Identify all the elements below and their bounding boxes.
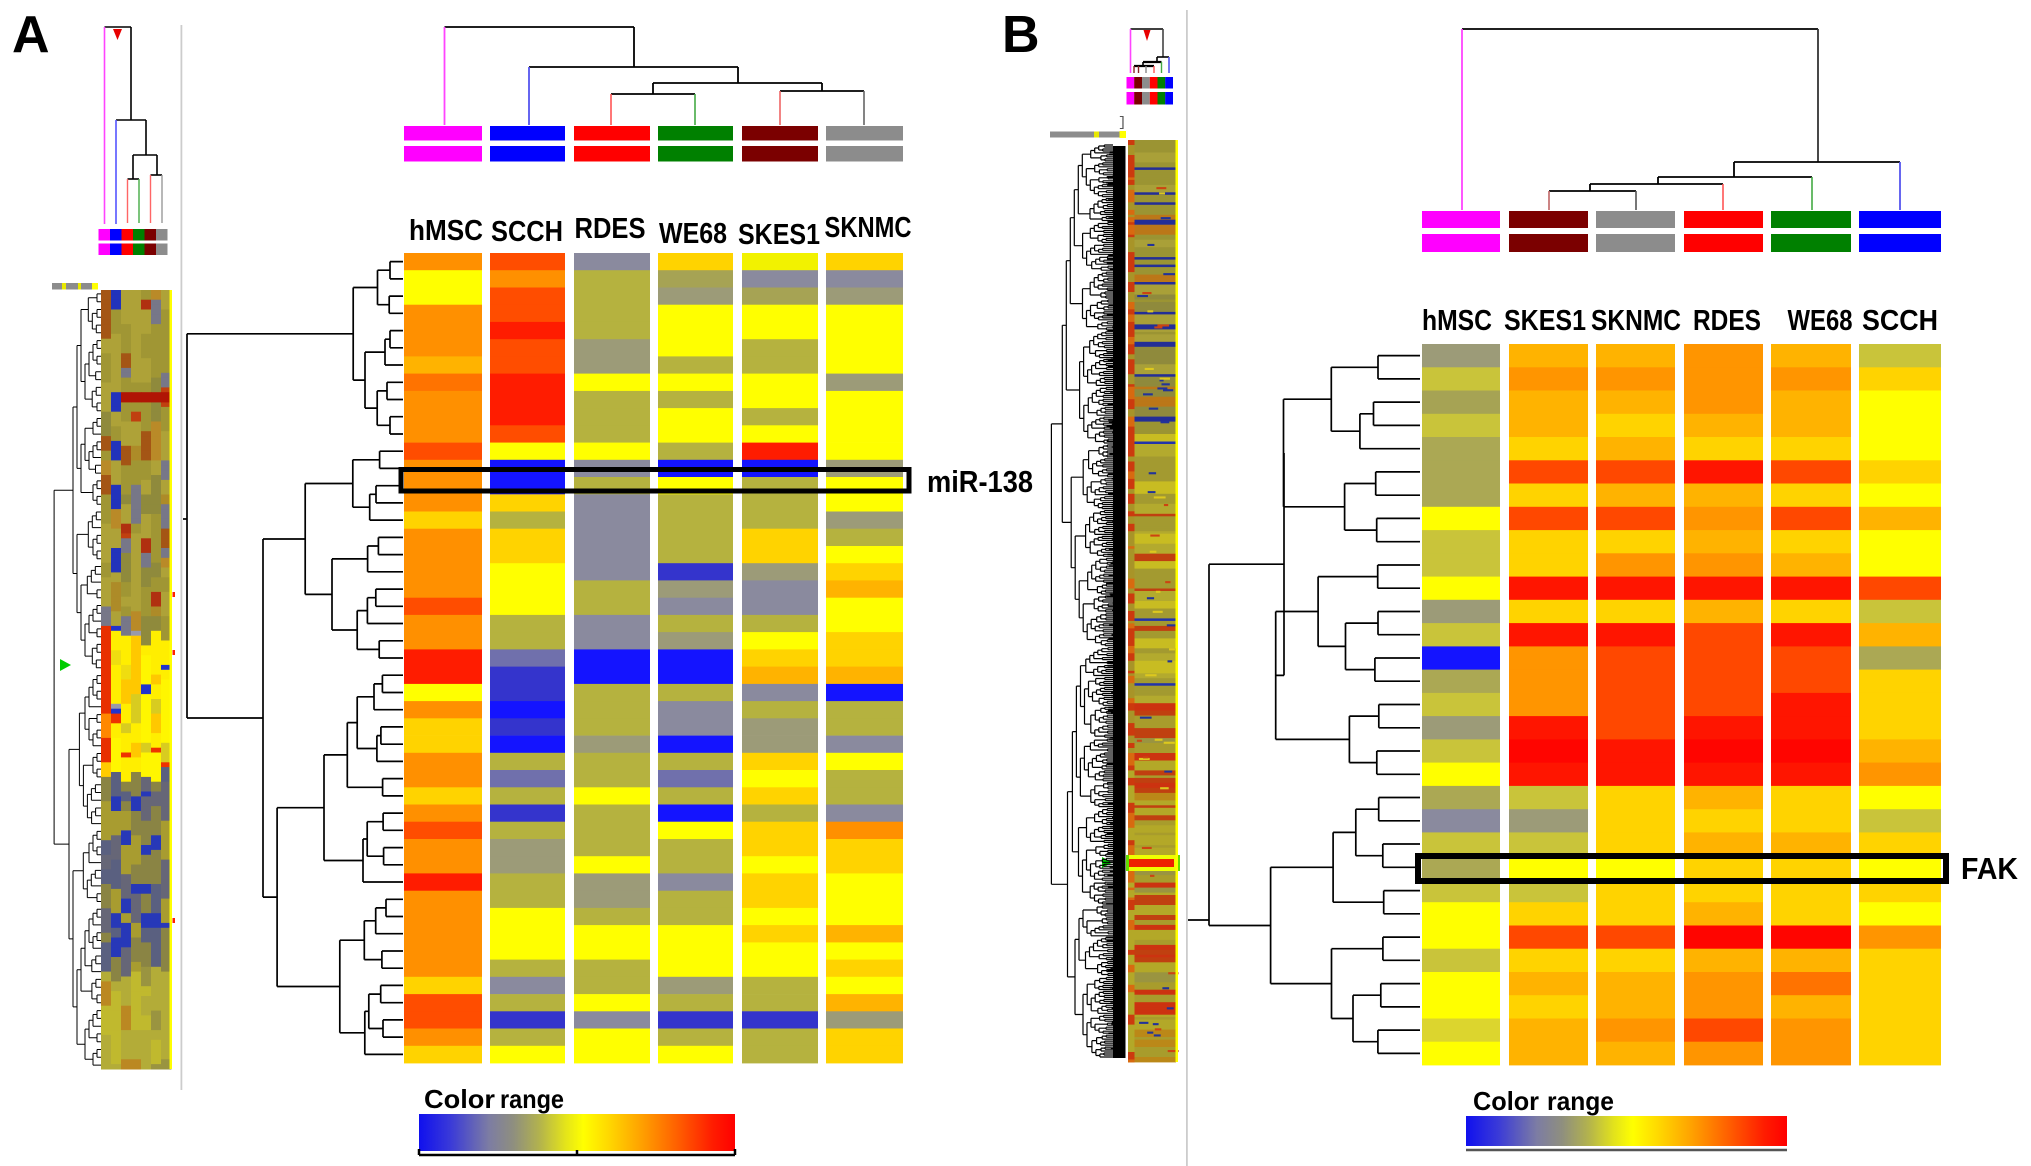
svg-text:SKNMC: SKNMC — [1591, 305, 1681, 337]
svg-text:SKNMC: SKNMC — [825, 212, 912, 244]
svg-text:SKES1: SKES1 — [738, 219, 820, 251]
svg-text:FAK: FAK — [1961, 851, 2019, 886]
svg-text:range: range — [500, 1084, 564, 1114]
svg-text:RDES: RDES — [1693, 305, 1761, 337]
svg-text:Color: Color — [424, 1084, 495, 1114]
svg-text:miR-138: miR-138 — [927, 464, 1033, 499]
svg-text:SKES1: SKES1 — [1504, 305, 1586, 337]
svg-text:]: ] — [1118, 115, 1126, 131]
svg-text:hMSC: hMSC — [1422, 305, 1492, 337]
svg-text:SCCH: SCCH — [1862, 305, 1938, 337]
svg-text:WE68: WE68 — [659, 218, 727, 250]
svg-text:B: B — [1002, 6, 1040, 64]
svg-text:SCCH: SCCH — [491, 216, 563, 248]
svg-text:WE68: WE68 — [1788, 305, 1853, 337]
svg-text:hMSC: hMSC — [409, 215, 483, 247]
svg-text:range: range — [1547, 1086, 1614, 1116]
svg-text:Color: Color — [1473, 1086, 1539, 1116]
svg-text:RDES: RDES — [575, 213, 646, 245]
svg-text:A: A — [12, 6, 50, 64]
